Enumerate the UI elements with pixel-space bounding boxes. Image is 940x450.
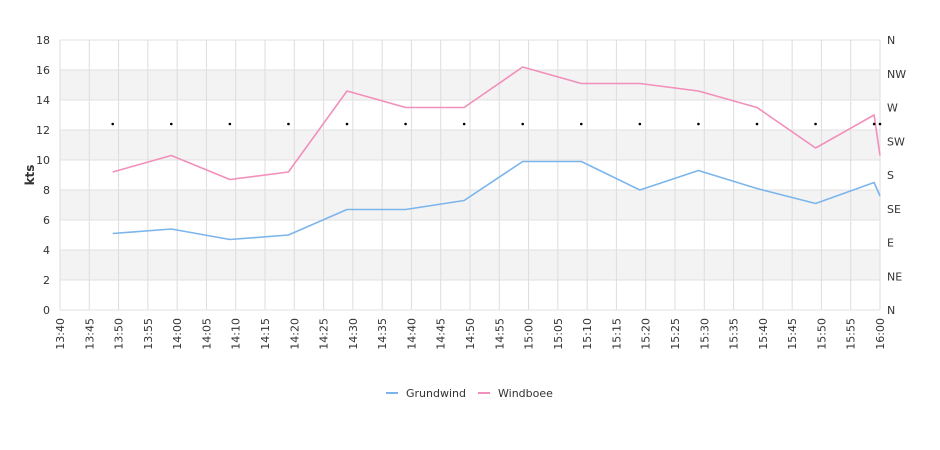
legend-item-windboee[interactable]: Windboee	[478, 387, 553, 400]
direction-tick-label: E	[887, 237, 894, 250]
x-tick-label: 14:25	[318, 318, 331, 350]
direction-marker	[697, 122, 700, 126]
direction-tick-label: SW	[887, 135, 905, 148]
direction-marker	[579, 122, 583, 126]
x-tick-label: 15:35	[728, 318, 741, 350]
direction-tick-label: NE	[887, 270, 902, 283]
y-tick-label: 8	[43, 184, 50, 197]
x-tick-label: 13:50	[113, 318, 126, 350]
x-tick-label: 14:10	[230, 318, 243, 350]
legend-label: Windboee	[498, 387, 553, 400]
x-tick-label: 14:00	[171, 318, 184, 350]
direction-marker	[638, 122, 642, 126]
y-tick-label: 18	[36, 34, 50, 47]
direction-tick-label: W	[887, 102, 898, 115]
legend-label: Grundwind	[406, 387, 466, 400]
x-tick-label: 15:40	[757, 318, 770, 350]
x-tick-label: 15:30	[698, 318, 711, 350]
y-tick-label: 6	[43, 214, 50, 227]
direction-tick-label: N	[887, 34, 895, 47]
direction-marker	[345, 122, 349, 126]
y-axis-title: kts	[23, 165, 37, 186]
direction-tick-label: S	[887, 169, 894, 182]
direction-tick-label: N	[887, 304, 895, 317]
x-tick-label: 14:55	[493, 318, 506, 350]
y-tick-label: 12	[36, 124, 50, 137]
y-tick-label: 14	[36, 94, 50, 107]
x-tick-label: 13:55	[142, 318, 155, 350]
series-lines	[112, 66, 881, 241]
x-tick-label: 15:20	[640, 318, 653, 350]
x-tick-label: 14:15	[259, 318, 272, 350]
y-tick-label: 16	[36, 64, 50, 77]
x-tick-label: 14:30	[347, 318, 360, 350]
x-tick-label: 15:45	[786, 318, 799, 350]
x-tick-label: 15:25	[669, 318, 682, 350]
x-tick-label: 15:15	[610, 318, 623, 350]
x-axis-ticks: 13:40 13:45 13:50 13:55 14:00 14:05 14:10 14:15…	[54, 318, 887, 350]
y-tick-label: 0	[43, 304, 50, 317]
x-tick-label: 15:55	[845, 318, 858, 350]
series-line-grundwind	[112, 160, 881, 241]
x-tick-label: 14:50	[464, 318, 477, 350]
x-tick-label: 14:45	[435, 318, 448, 350]
direction-marker	[814, 122, 817, 126]
direction-marker	[404, 122, 407, 126]
direction-tick-label: NW	[887, 68, 906, 81]
direction-marker	[755, 122, 759, 126]
direction-marker	[169, 122, 173, 126]
x-tick-label: 15:05	[552, 318, 565, 350]
legend[interactable]: Grundwind Windboee	[386, 387, 553, 400]
x-tick-label: 14:40	[405, 318, 418, 350]
horizontal-grid	[60, 39, 880, 311]
direction-tick-label: SE	[887, 203, 901, 216]
direction-marker	[872, 122, 876, 126]
x-tick-label: 13:45	[83, 318, 96, 350]
direction-marker	[111, 122, 115, 126]
x-tick-label: 15:00	[523, 318, 536, 350]
y-axis-ticks: 0 2 4 6 8 10 12 14 16 18	[36, 34, 50, 317]
y-tick-label: 4	[43, 244, 50, 257]
x-tick-label: 14:35	[376, 318, 389, 350]
x-tick-label: 14:20	[288, 318, 301, 350]
direction-marker	[287, 122, 290, 126]
x-tick-label: 14:05	[200, 318, 213, 350]
vertical-grid	[59, 40, 881, 310]
direction-marker	[228, 122, 232, 126]
series-line-windboee	[112, 66, 881, 181]
x-tick-label: 15:50	[815, 318, 828, 350]
direction-axis-ticks: N NE E SE S SW W NW N	[887, 34, 906, 317]
direction-marker	[521, 122, 525, 126]
y-tick-label: 2	[43, 274, 50, 287]
x-tick-label: 15:10	[581, 318, 594, 350]
direction-markers	[111, 122, 882, 126]
x-tick-label: 13:40	[54, 318, 67, 350]
y-tick-label: 10	[36, 154, 50, 167]
direction-marker	[462, 122, 466, 126]
legend-item-grundwind[interactable]: Grundwind	[386, 387, 466, 400]
direction-marker	[878, 122, 882, 126]
x-tick-label: 16:00	[874, 318, 887, 350]
